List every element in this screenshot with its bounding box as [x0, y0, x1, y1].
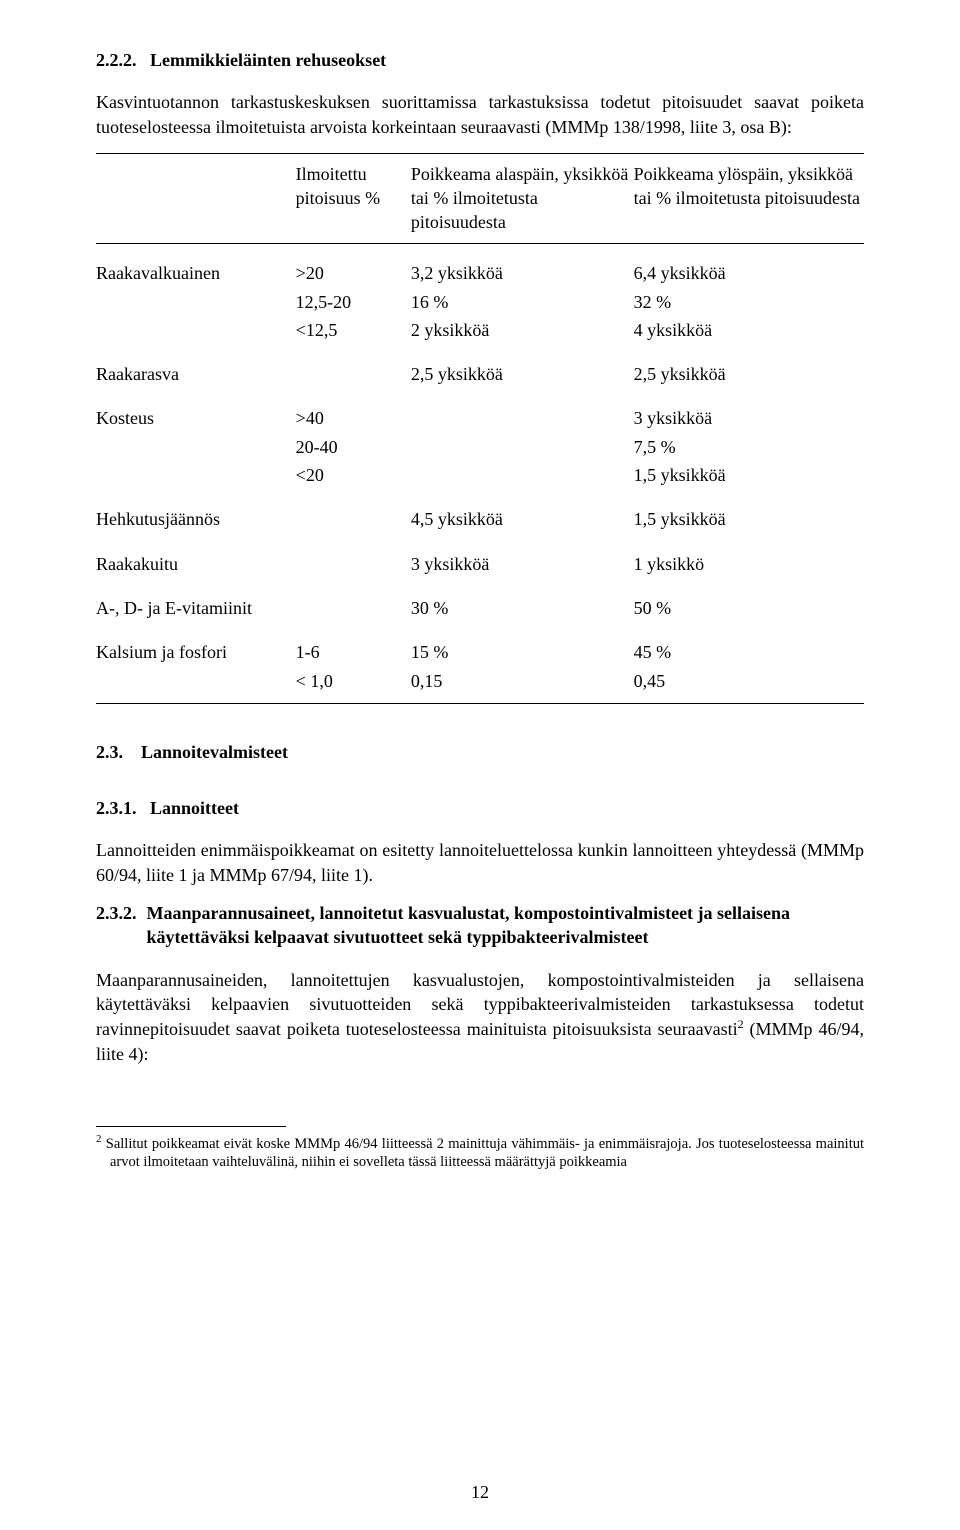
table-cell: 7,5 % — [634, 433, 864, 461]
table-header-c1: Ilmoitettu pitoisuus % — [296, 153, 411, 243]
table-row: 20-40 7,5 % — [96, 433, 864, 461]
table-cell: >40 — [296, 404, 411, 432]
table-cell: 6,4 yksikköä — [634, 259, 864, 287]
section-222-title: Lemmikkieläinten rehuseokset — [150, 50, 386, 70]
table-row: Kalsium ja fosfori1-615 %45 % — [96, 638, 864, 666]
table-cell: 32 % — [634, 288, 864, 316]
table-cell: 2,5 yksikköä — [634, 360, 864, 388]
table-cell: 30 % — [411, 594, 634, 622]
table-cell: 4 yksikköä — [634, 316, 864, 344]
table-row: <20 1,5 yksikköä — [96, 461, 864, 489]
table-row: Raakavalkuainen>203,2 yksikköä6,4 yksikk… — [96, 259, 864, 287]
table-row-label — [96, 316, 296, 344]
table-row: Kosteus>40 3 yksikköä — [96, 404, 864, 432]
footnote-separator — [96, 1126, 286, 1127]
table-row: Raakarasva 2,5 yksikköä2,5 yksikköä — [96, 360, 864, 388]
table-cell: 1 yksikkö — [634, 550, 864, 578]
table-cell: 12,5-20 — [296, 288, 411, 316]
table-cell: <12,5 — [296, 316, 411, 344]
table-cell — [411, 433, 634, 461]
table-cell: 3,2 yksikköä — [411, 259, 634, 287]
table-row-label: Raakarasva — [96, 360, 296, 388]
tolerance-table: Ilmoitettu pitoisuus % Poikkeama alaspäi… — [96, 153, 864, 704]
table-cell — [296, 360, 411, 388]
table-cell: 4,5 yksikköä — [411, 505, 634, 533]
table-row: <12,52 yksikköä4 yksikköä — [96, 316, 864, 344]
table-header-blank — [96, 153, 296, 243]
table-row-label — [96, 667, 296, 704]
table-cell — [411, 404, 634, 432]
section-232-para: Maanparannusaineiden, lannoitettujen kas… — [96, 968, 864, 1066]
table-row-label — [96, 288, 296, 316]
section-222-intro: Kasvintuotannon tarkastuskeskuksen suori… — [96, 90, 864, 139]
table-row-label — [96, 461, 296, 489]
section-222-heading: 2.2.2. Lemmikkieläinten rehuseokset — [96, 48, 864, 72]
table-cell: 1,5 yksikköä — [634, 505, 864, 533]
table-cell — [296, 594, 411, 622]
table-cell: 3 yksikköä — [634, 404, 864, 432]
table-row: Raakakuitu 3 yksikköä1 yksikkö — [96, 550, 864, 578]
table-row: 12,5-2016 %32 % — [96, 288, 864, 316]
table-cell: 0,45 — [634, 667, 864, 704]
table-cell: 2 yksikköä — [411, 316, 634, 344]
page-number: 12 — [0, 1480, 960, 1504]
section-231-heading: 2.3.1. Lannoitteet — [96, 796, 864, 820]
section-23-heading: 2.3. Lannoitevalmisteet — [96, 740, 864, 764]
table-row-label: A-, D- ja E-vitamiinit — [96, 594, 296, 622]
section-232-title: Maanparannusaineet, lannoitetut kasvualu… — [147, 901, 865, 950]
table-cell: >20 — [296, 259, 411, 287]
table-cell: 45 % — [634, 638, 864, 666]
table-cell: 1,5 yksikköä — [634, 461, 864, 489]
section-231-title: Lannoitteet — [150, 798, 239, 818]
table-cell: 2,5 yksikköä — [411, 360, 634, 388]
table-row-label — [96, 433, 296, 461]
table-cell: < 1,0 — [296, 667, 411, 704]
table-cell: 16 % — [411, 288, 634, 316]
table-cell: 3 yksikköä — [411, 550, 634, 578]
table-row-label: Kosteus — [96, 404, 296, 432]
section-23-title: Lannoitevalmisteet — [141, 742, 288, 762]
table-cell — [296, 505, 411, 533]
table-row: Hehkutusjäännös 4,5 yksikköä1,5 yksikköä — [96, 505, 864, 533]
table-header-c3: Poikkeama ylöspäin, yksikköä tai % ilmoi… — [634, 153, 864, 243]
table-row: A-, D- ja E-vitamiinit 30 %50 % — [96, 594, 864, 622]
table-row-label: Raakavalkuainen — [96, 259, 296, 287]
footnote-text: 2 Sallitut poikkeamat eivät koske MMMp 4… — [96, 1133, 864, 1171]
table-row: < 1,00,150,45 — [96, 667, 864, 704]
table-cell: <20 — [296, 461, 411, 489]
section-222-number: 2.2.2. — [96, 50, 137, 70]
table-cell — [296, 550, 411, 578]
table-row-label: Kalsium ja fosfori — [96, 638, 296, 666]
footnote-body: Sallitut poikkeamat eivät koske MMMp 46/… — [106, 1136, 864, 1170]
section-232-number: 2.3.2. — [96, 901, 137, 950]
table-cell — [411, 461, 634, 489]
section-231-para: Lannoitteiden enimmäispoikkeamat on esit… — [96, 838, 864, 887]
table-cell: 20-40 — [296, 433, 411, 461]
table-cell: 15 % — [411, 638, 634, 666]
table-header-c2: Poikkeama alaspäin, yksikköä tai % ilmoi… — [411, 153, 634, 243]
table-cell: 50 % — [634, 594, 864, 622]
table-row-label: Hehkutusjäännös — [96, 505, 296, 533]
section-23-number: 2.3. — [96, 742, 123, 762]
table-row-label: Raakakuitu — [96, 550, 296, 578]
table-cell: 0,15 — [411, 667, 634, 704]
table-cell: 1-6 — [296, 638, 411, 666]
footnote-ref-num: 2 — [96, 1133, 102, 1145]
section-231-number: 2.3.1. — [96, 798, 137, 818]
section-232-heading: 2.3.2. Maanparannusaineet, lannoitetut k… — [96, 901, 864, 950]
